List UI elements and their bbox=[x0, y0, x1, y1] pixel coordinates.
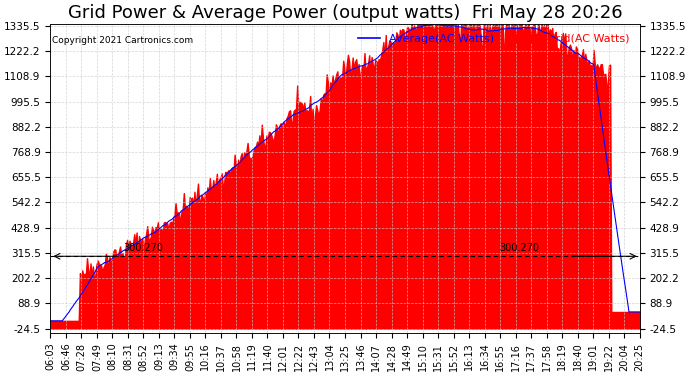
Legend: Average(AC Watts), Grid(AC Watts): Average(AC Watts), Grid(AC Watts) bbox=[353, 29, 634, 48]
Text: 300.270: 300.270 bbox=[124, 243, 164, 253]
Text: 300.270: 300.270 bbox=[499, 243, 539, 253]
Title: Grid Power & Average Power (output watts)  Fri May 28 20:26: Grid Power & Average Power (output watts… bbox=[68, 4, 622, 22]
Text: Copyright 2021 Cartronics.com: Copyright 2021 Cartronics.com bbox=[52, 36, 193, 45]
